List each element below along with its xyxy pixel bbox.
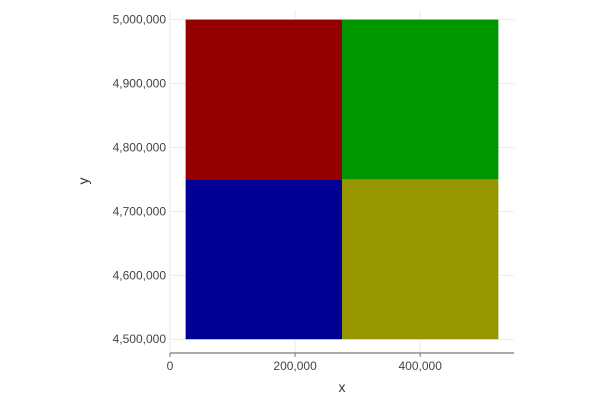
raster-cells: [185, 19, 499, 340]
y-tick-label: 5,000,000: [113, 13, 167, 27]
y-tick-label: 4,800,000: [113, 140, 167, 154]
x-tick-label: 0: [167, 359, 174, 373]
y-tick-labels: 4,500,000 4,600,000 4,700,000 4,800,000 4,90…: [113, 13, 167, 347]
y-axis-title: y: [75, 178, 91, 185]
raster-cell-2: [185, 179, 342, 340]
raster-cell-3: [342, 179, 499, 340]
x-axis-title: x: [339, 379, 346, 395]
y-tick-label: 4,500,000: [113, 332, 167, 346]
x-tick-labels: 0 200,000 400,000: [167, 353, 442, 373]
y-tick-label: 4,700,000: [113, 204, 167, 218]
raster-cell-0: [185, 19, 342, 180]
raster-cell-1: [342, 19, 499, 180]
x-tick-label: 400,000: [398, 359, 442, 373]
y-tick-label: 4,900,000: [113, 77, 167, 91]
y-tick-label: 4,600,000: [113, 268, 167, 282]
x-tick-label: 200,000: [273, 359, 317, 373]
